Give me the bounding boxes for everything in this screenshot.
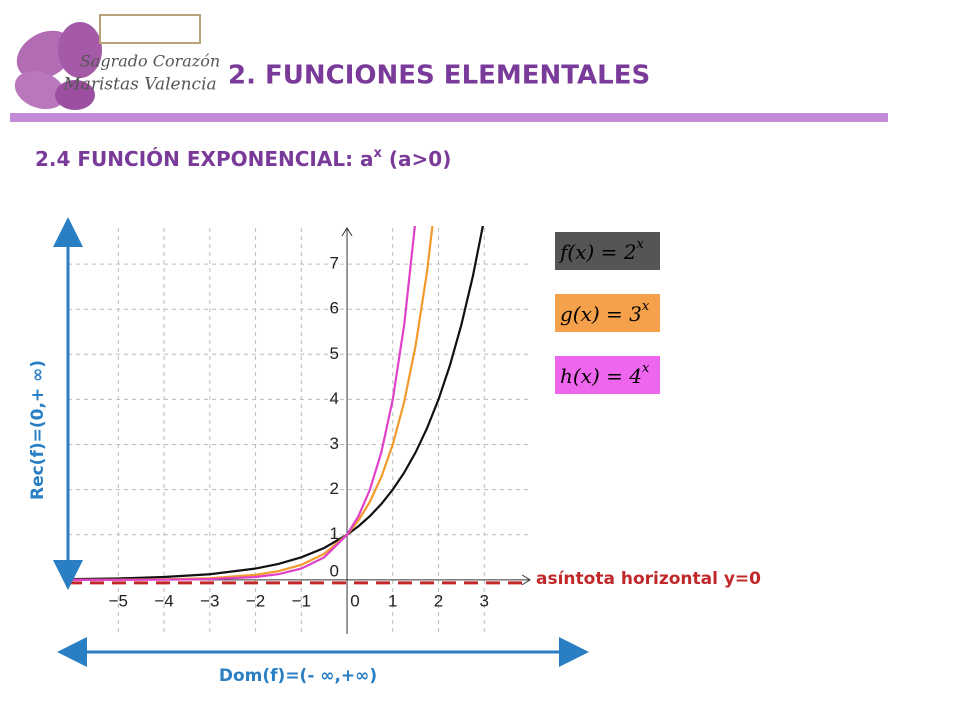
- y-tick-label: 5: [330, 344, 339, 363]
- y-tick-label: 1: [330, 524, 339, 543]
- series-line: [72, 226, 484, 581]
- range-label: Rec(f)=(0,+ ∞): [28, 360, 48, 500]
- legend-label: h(x) = 4x: [560, 361, 650, 388]
- y-tick-label: 3: [330, 434, 339, 453]
- x-tick-label: 1: [388, 591, 397, 610]
- x-tick-label: −3: [200, 591, 219, 610]
- legend-text: g(x) = 3: [560, 302, 642, 326]
- legend-box: [555, 294, 660, 332]
- legend-label: g(x) = 3x: [560, 299, 650, 326]
- slide-title: 2. FUNCIONES ELEMENTALES: [228, 61, 650, 91]
- x-tick-label: −4: [154, 591, 173, 610]
- legend-exponent: x: [642, 299, 650, 314]
- y-tick-label: 0: [330, 561, 339, 580]
- series-line: [72, 226, 416, 581]
- y-tick-label: 7: [330, 254, 339, 273]
- subtitle: 2.4 FUNCIÓN EXPONENCIAL: ax (a>0): [35, 146, 451, 171]
- y-tick-label: 4: [330, 389, 339, 408]
- legend-text: h(x) = 4: [560, 364, 642, 388]
- logo: Sagrado Corazón Maristas Valencia: [14, 14, 220, 110]
- y-tick-label: 2: [330, 479, 339, 498]
- asymptote-label: asíntota horizontal y=0: [536, 569, 761, 589]
- legend-box: [555, 356, 660, 394]
- x-tick-label: −2: [246, 591, 265, 610]
- legend-exponent: x: [636, 237, 644, 252]
- legend-exponent: x: [642, 361, 650, 376]
- legend-box: [555, 232, 660, 270]
- x-tick-label: 2: [434, 591, 443, 610]
- x-tick-label: −1: [292, 591, 311, 610]
- x-tick-label: −5: [109, 591, 128, 610]
- logo-text: Sagrado Corazón: [80, 52, 220, 71]
- y-axis-arrow: [341, 227, 353, 237]
- logo-text: Maristas Valencia: [62, 75, 216, 95]
- legend-text: f(x) = 2: [558, 240, 636, 264]
- x-axis-arrow: [521, 574, 531, 586]
- y-tick-label: 6: [330, 299, 339, 318]
- x-tick-label: 3: [480, 591, 489, 610]
- title-bar: [10, 113, 888, 122]
- legend-label: f(x) = 2x: [558, 237, 644, 264]
- domain-label: Dom(f)=(- ∞,+∞): [219, 666, 377, 686]
- x-tick-label: 0: [350, 591, 359, 610]
